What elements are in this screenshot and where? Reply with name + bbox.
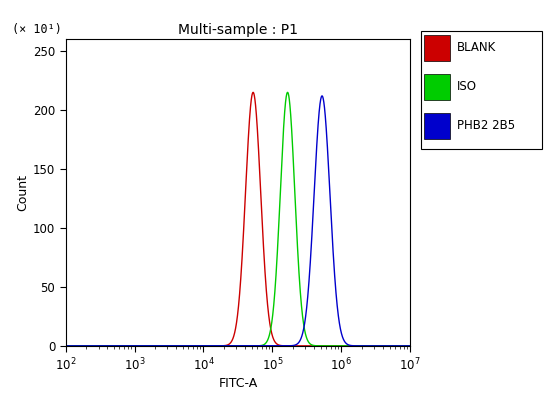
X-axis label: FITC-A: FITC-A xyxy=(218,377,258,390)
PHB2 2B5 xyxy=(407,343,414,348)
Text: BLANK: BLANK xyxy=(457,41,497,55)
Title: Multi-sample : P1: Multi-sample : P1 xyxy=(178,23,298,37)
ISO xyxy=(336,343,343,348)
BLANK xyxy=(407,343,414,348)
Text: (× 10¹): (× 10¹) xyxy=(12,23,62,36)
Text: ISO: ISO xyxy=(457,80,478,94)
PHB2 2B5 xyxy=(62,343,69,348)
PHB2 2B5 xyxy=(266,343,273,348)
Line: BLANK: BLANK xyxy=(66,92,410,346)
ISO xyxy=(62,343,69,348)
ISO xyxy=(407,343,414,348)
BLANK xyxy=(187,343,194,348)
PHB2 2B5 xyxy=(336,322,343,327)
ISO xyxy=(318,343,324,348)
PHB2 2B5 xyxy=(319,94,325,98)
Bar xyxy=(423,35,450,61)
BLANK xyxy=(266,320,273,324)
Line: PHB2 2B5: PHB2 2B5 xyxy=(66,96,410,346)
BLANK xyxy=(318,343,324,348)
Bar xyxy=(423,113,450,139)
Bar xyxy=(423,74,450,100)
PHB2 2B5 xyxy=(187,343,194,348)
BLANK xyxy=(250,90,257,95)
ISO xyxy=(284,90,291,95)
BLANK xyxy=(336,343,343,348)
ISO xyxy=(80,343,86,348)
BLANK xyxy=(281,343,288,348)
BLANK xyxy=(80,343,86,348)
PHB2 2B5 xyxy=(318,95,324,100)
Line: ISO: ISO xyxy=(66,92,410,346)
ISO xyxy=(266,332,273,337)
BLANK xyxy=(62,343,69,348)
PHB2 2B5 xyxy=(281,343,288,348)
Y-axis label: Count: Count xyxy=(16,174,29,211)
PHB2 2B5 xyxy=(80,343,86,348)
ISO xyxy=(187,343,194,348)
Text: PHB2 2B5: PHB2 2B5 xyxy=(457,119,515,132)
ISO xyxy=(281,111,288,116)
